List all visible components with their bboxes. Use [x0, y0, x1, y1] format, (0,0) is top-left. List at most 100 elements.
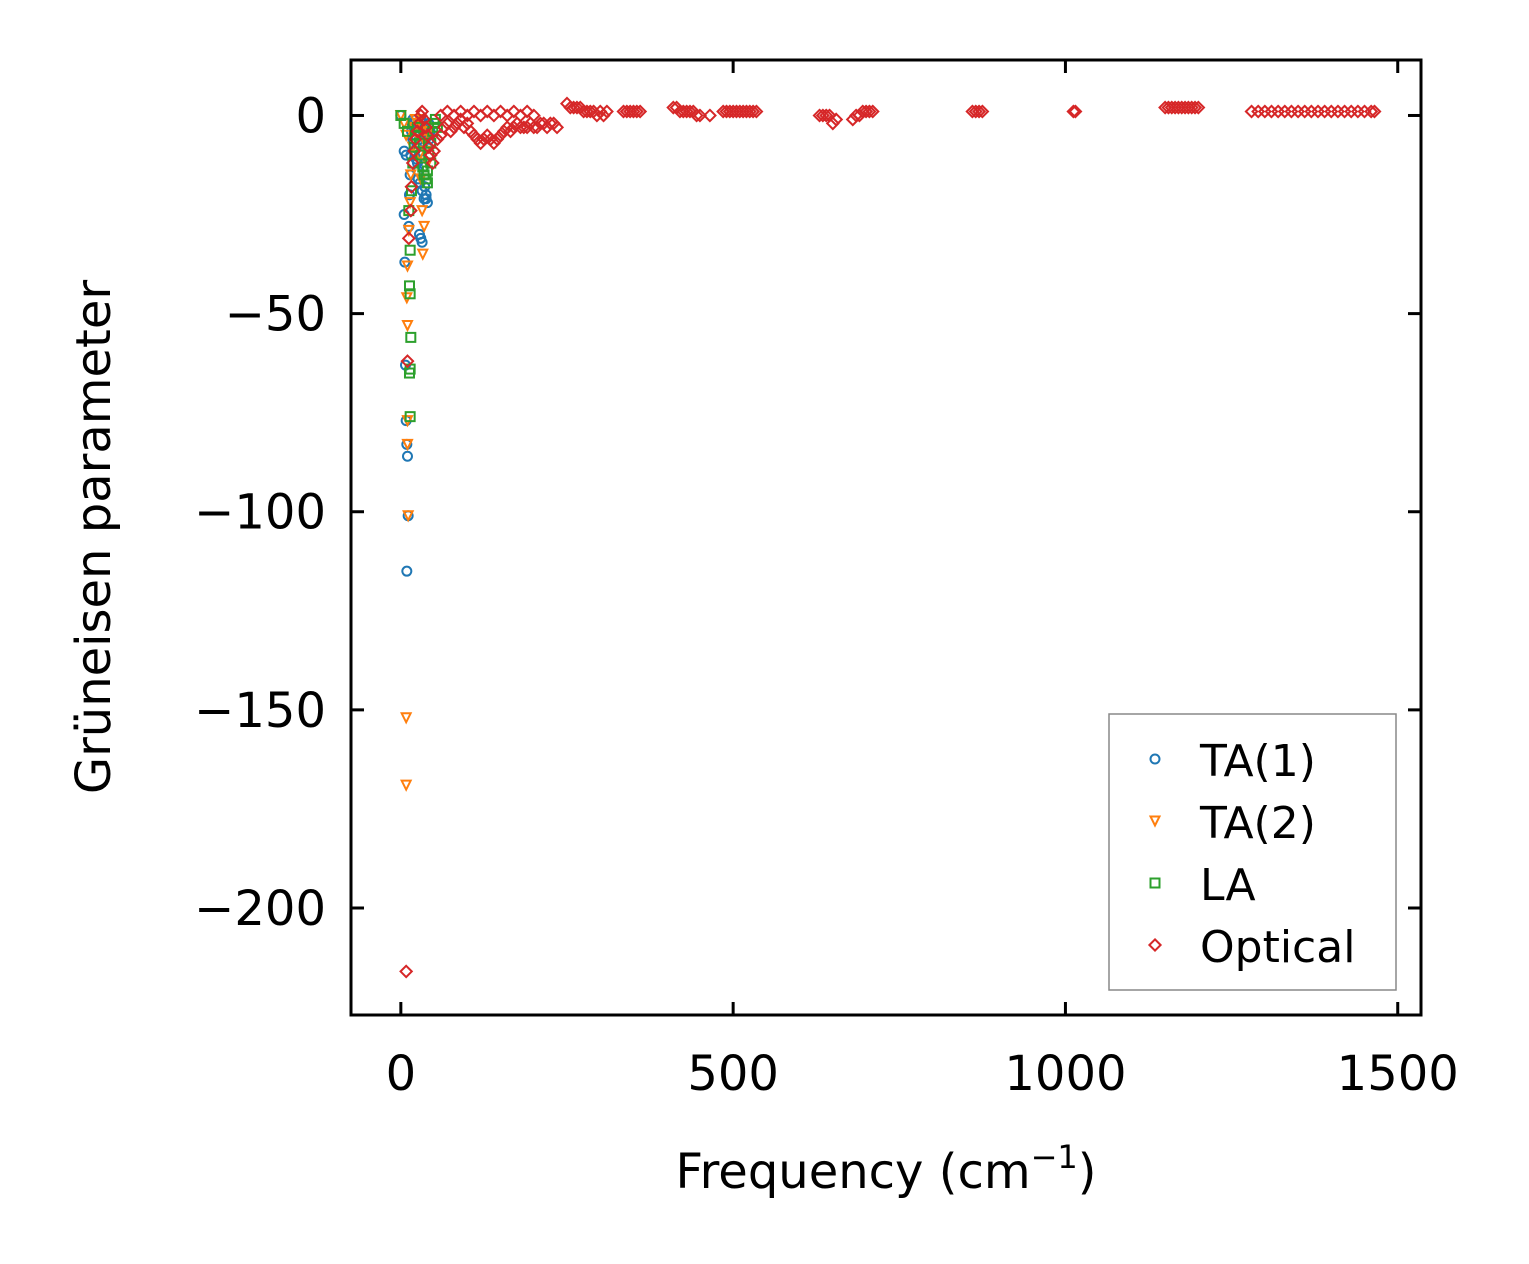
data-point [629, 104, 644, 119]
data-point [446, 120, 462, 135]
data-point [466, 104, 481, 119]
data-point [490, 132, 505, 147]
data-point [401, 438, 414, 452]
axis-ticks: 0 500 1000 1500 0 −50 −100 −150 −200 [194, 60, 1459, 1102]
data-point [596, 108, 611, 123]
data-point [456, 120, 472, 135]
legend-label: TA(2) [1199, 798, 1316, 849]
data-point [405, 155, 420, 171]
x-axis-label-suffix: ) [1078, 1144, 1097, 1200]
data-point [402, 224, 415, 238]
y-tick-label: −100 [194, 485, 326, 541]
data-point [430, 132, 445, 147]
legend-label: TA(1) [1199, 736, 1316, 787]
data-point [526, 108, 541, 123]
data-point [403, 367, 415, 379]
data-point [407, 144, 422, 159]
legend-marker [1147, 937, 1163, 953]
y-tick-label: −150 [194, 683, 326, 739]
data-point [405, 185, 417, 197]
legend-entry: LA [1149, 860, 1256, 911]
data-point [415, 205, 429, 218]
data-point [421, 177, 433, 189]
data-point [404, 179, 419, 194]
data-point [749, 104, 764, 119]
data-point [689, 108, 704, 123]
data-point [404, 288, 416, 300]
data-point [666, 100, 681, 115]
data-point [1068, 104, 1083, 119]
data-point [1187, 100, 1203, 115]
x-axis-label-text: Frequency (cm [675, 1144, 1030, 1200]
data-point [1367, 104, 1382, 119]
data-point [437, 120, 452, 135]
data-point [398, 117, 410, 129]
data-point [692, 108, 707, 123]
x-tick-label: 500 [687, 1046, 779, 1102]
data-point [1364, 104, 1379, 119]
legend-label: LA [1200, 860, 1256, 911]
data-point [405, 331, 417, 343]
data-point [419, 120, 434, 135]
data-point [400, 779, 413, 792]
data-point [746, 104, 761, 119]
data-point [401, 450, 413, 462]
data-point [404, 197, 417, 210]
data-point [401, 231, 416, 246]
legend-entry: TA(1) [1149, 736, 1316, 787]
x-tick-label: 1000 [1004, 1046, 1126, 1102]
series-optical [399, 96, 1382, 979]
data-point [569, 100, 585, 115]
data-point [401, 260, 414, 273]
legend-entry: TA(2) [1148, 798, 1316, 849]
data-point [401, 319, 414, 333]
data-point [416, 248, 429, 261]
data-point [1066, 104, 1081, 119]
data-point [702, 108, 717, 123]
series-ta-1 [395, 109, 437, 577]
data-marks [394, 96, 1382, 979]
legend-marker [1149, 753, 1161, 765]
data-point [1191, 100, 1206, 115]
data-point [404, 244, 416, 256]
y-tick-label: −50 [225, 287, 326, 343]
data-point [453, 104, 468, 119]
data-point [425, 155, 440, 171]
data-point [503, 124, 518, 139]
data-point [633, 104, 648, 119]
data-point [420, 193, 432, 205]
data-point [420, 128, 435, 143]
data-point [395, 109, 407, 121]
y-tick-label: 0 [295, 88, 326, 144]
legend-entry: Optical [1147, 922, 1355, 973]
data-point [402, 510, 415, 523]
data-point [400, 712, 413, 725]
legend-box [1108, 713, 1397, 991]
data-point [493, 128, 508, 143]
data-point [399, 964, 414, 979]
data-point [404, 169, 417, 182]
data-point [972, 104, 987, 119]
data-point [549, 120, 565, 135]
data-point [825, 116, 840, 131]
data-point [408, 132, 423, 147]
data-point [506, 104, 521, 119]
data-point [599, 104, 614, 119]
data-point [400, 354, 415, 369]
legend-marker [1149, 877, 1161, 889]
data-point [480, 104, 495, 119]
data-point [543, 116, 558, 131]
data-point [440, 104, 455, 119]
data-point [493, 104, 508, 119]
data-point [421, 165, 433, 177]
data-point [682, 104, 697, 119]
data-point [829, 112, 844, 127]
data-point [427, 144, 442, 159]
data-point [819, 108, 834, 123]
data-point [473, 136, 488, 151]
data-point [583, 104, 598, 119]
data-point [417, 220, 431, 234]
data-point [412, 116, 427, 131]
data-point [403, 203, 418, 218]
